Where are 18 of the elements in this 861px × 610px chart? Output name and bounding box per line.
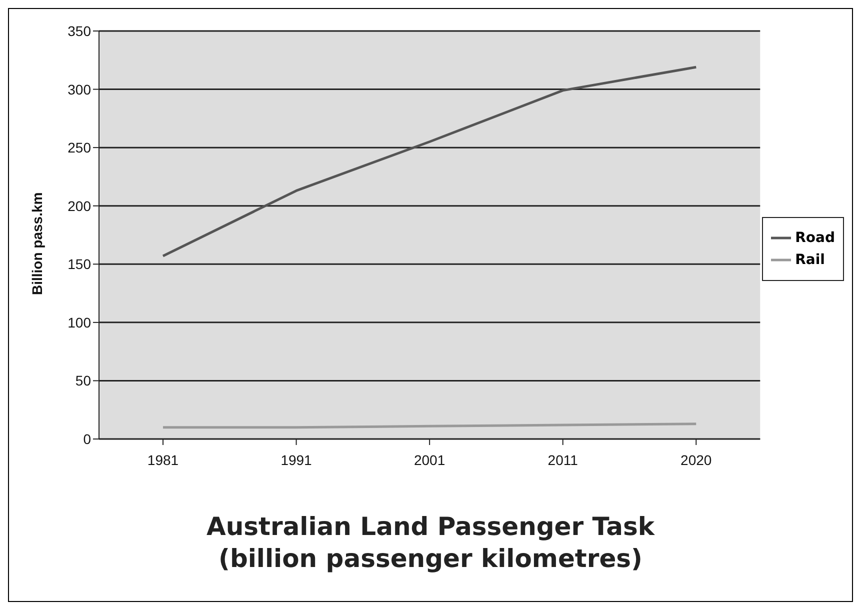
y-tick-label: 350 — [68, 22, 92, 39]
line-series — [162, 66, 698, 258]
legend-label: Road — [795, 230, 835, 246]
x-tick-label: 2011 — [548, 452, 578, 468]
x-tick-label: 1981 — [147, 452, 179, 468]
text: Australian Land Passenger Task (billion passenger kilometres) — [205, 511, 656, 575]
x-tick-label: 2020 — [680, 452, 712, 468]
y-tick-label: 250 — [68, 140, 92, 156]
y-tick-label: 50 — [75, 372, 92, 389]
y-tick-label: 200 — [68, 198, 92, 214]
y-tick-label: 100 — [68, 314, 92, 330]
y-axis-title: Billion pass.km — [28, 192, 45, 295]
y-tick-label: 150 — [68, 256, 92, 272]
x-tick-label: 2001 — [414, 452, 446, 468]
y-tick-label: 300 — [68, 81, 92, 98]
x-tick-label: 1991 — [280, 452, 312, 468]
legend-label: Rail — [795, 252, 825, 268]
y-tick-label: 0 — [83, 430, 92, 447]
